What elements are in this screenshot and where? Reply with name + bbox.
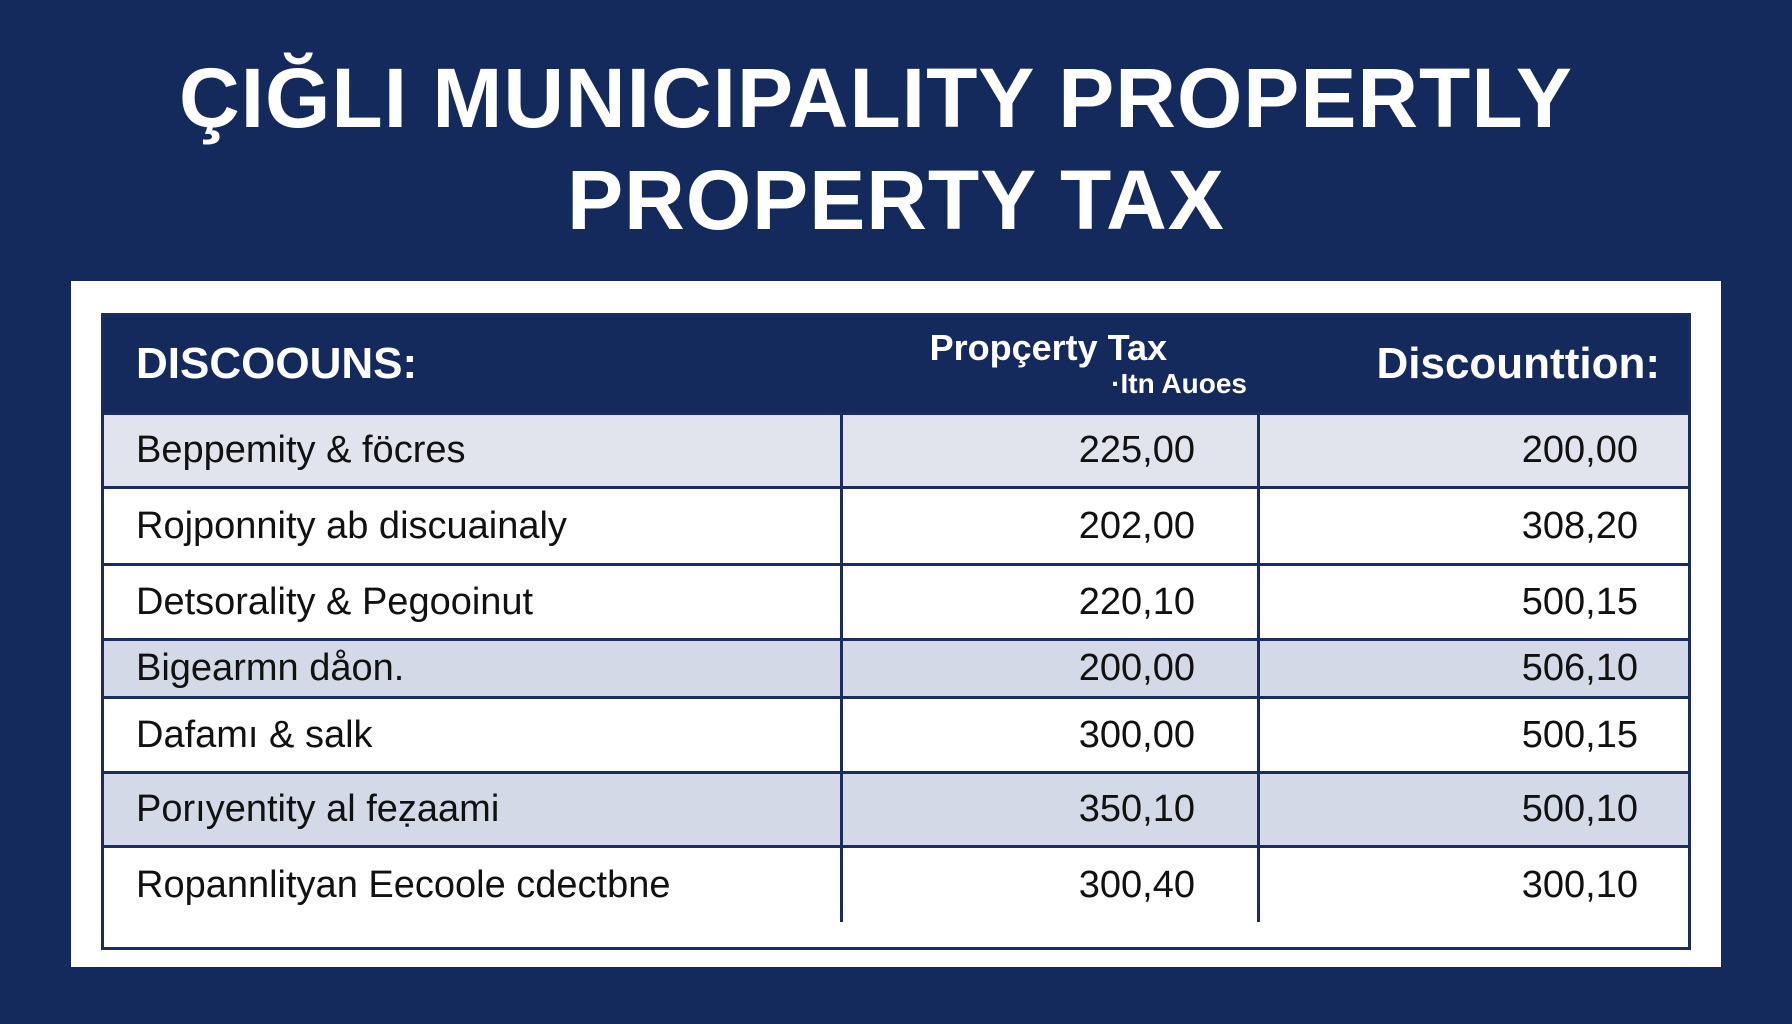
- header-cell: DISCOOUNS:: [136, 339, 418, 388]
- table-cell: 300,40: [840, 848, 1257, 922]
- table-row: Dafamı & salk 300,00 500,15: [104, 696, 1688, 771]
- table-row: Beppemity & föcres 225,00 200,00: [104, 412, 1688, 486]
- title-line: ÇIĞLI MUNICIPALITY PROPERTLY: [179, 51, 1573, 145]
- header-cell: Propçerty Tax ·Itn Auoes: [840, 316, 1257, 412]
- table-cell: 350,10: [840, 774, 1257, 845]
- table-cell: Detsorality & Pegooinut: [136, 580, 534, 623]
- table-row: Ropannlityan Eecoole cdectbne 300,40 300,1…: [104, 845, 1688, 947]
- table-cell: Beppemity & föcres: [136, 429, 466, 471]
- table-row: Detsorality & Pegooinut 220,10 500,15: [104, 563, 1688, 638]
- header-cell: Discounttion:: [1376, 339, 1660, 388]
- table-cell: 300,00: [840, 699, 1257, 771]
- table-cell: 308,20: [1257, 489, 1688, 563]
- table-cell: Bigearmn dåon.: [136, 647, 405, 689]
- table-row: Bigearmn dåon. 200,00 506,10: [104, 638, 1688, 696]
- table-cell: 500,15: [1257, 566, 1688, 638]
- table-cell: Rojponnity ab discuainaly: [136, 504, 567, 547]
- header-text: Propçerty Tax: [929, 327, 1167, 368]
- table-cell: Porıyentity al feẓaami: [136, 788, 500, 830]
- table-cell: 500,10: [1257, 774, 1688, 845]
- title-line: PROPERTY TAX: [567, 153, 1225, 247]
- header-row: DISCOOUNS: Propçerty Tax ·Itn Auoes Discoun…: [104, 316, 1688, 412]
- table-cell: 300,10: [1257, 848, 1688, 922]
- table-cell: Dafamı & salk: [136, 713, 373, 756]
- table-cell: 506,10: [1257, 641, 1688, 696]
- table-row: Rojponnity ab discuainaly 202,00 308,20: [104, 486, 1688, 563]
- table-cell: 200,00: [1257, 415, 1688, 486]
- header-text: ·Itn Auoes: [1111, 368, 1247, 399]
- table-cell: 200,00: [840, 641, 1257, 696]
- table-cell: Ropannlityan Eecoole cdectbne: [136, 863, 671, 906]
- table-cell: 220,10: [840, 566, 1257, 638]
- table-cell: 225,00: [840, 415, 1257, 486]
- table-cell: 202,00: [840, 489, 1257, 563]
- table-row: Porıyentity al feẓaami 350,10 500,10: [104, 771, 1688, 845]
- table-cell: 500,15: [1257, 699, 1688, 771]
- tax-table: DISCOOUNS: Propçerty Tax ·Itn Auoes Discoun…: [101, 313, 1691, 950]
